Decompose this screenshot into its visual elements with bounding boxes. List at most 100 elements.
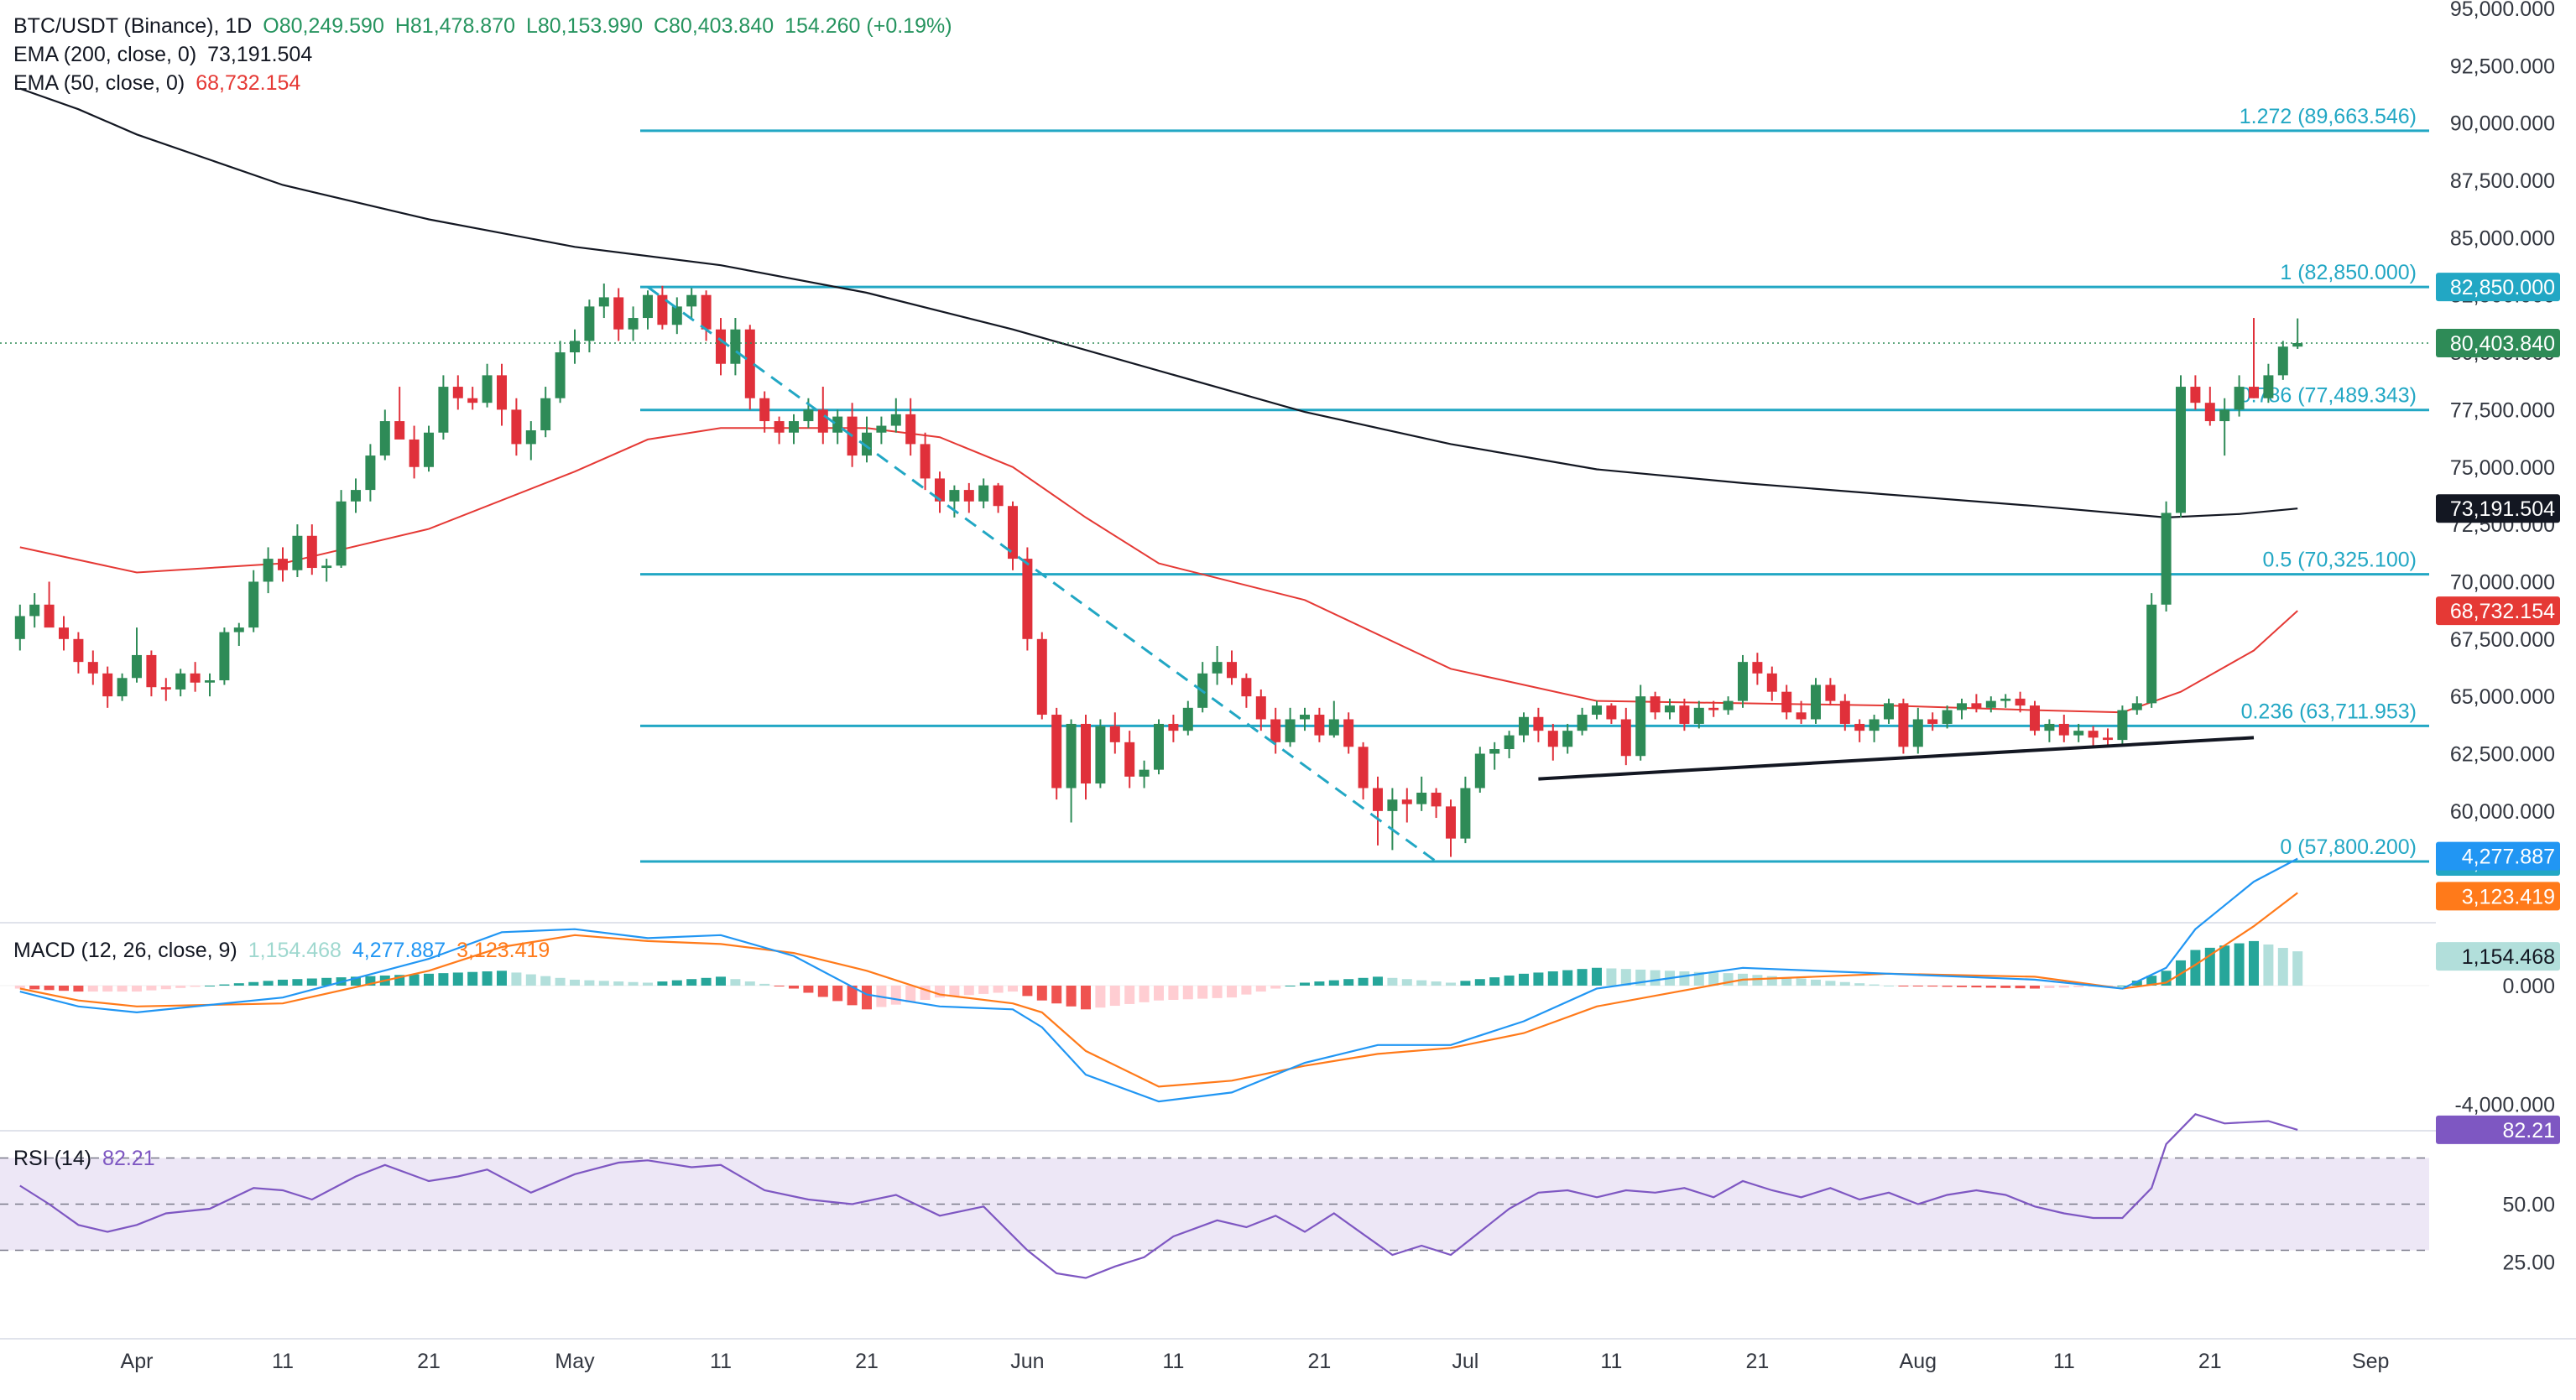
candle-up — [29, 593, 40, 628]
candle-body — [628, 318, 639, 330]
candle-body — [1051, 715, 1062, 788]
candle-up — [1416, 776, 1427, 811]
candle-up — [2073, 723, 2084, 742]
candle-body — [132, 654, 142, 679]
candle-down — [2103, 728, 2113, 745]
macd-histogram-bar — [1095, 986, 1106, 1008]
drawings — [0, 285, 2429, 863]
time-tick-label: 21 — [417, 1350, 441, 1373]
candle-body — [963, 490, 974, 502]
candle-body — [1139, 769, 1150, 777]
candle-up — [1387, 788, 1398, 851]
candle-body — [1095, 726, 1106, 784]
candle-body — [890, 414, 901, 426]
candle-body — [1182, 707, 1193, 731]
candle-down — [1124, 731, 1135, 788]
candle-up — [117, 673, 128, 701]
candle-up — [424, 425, 434, 472]
candle-down — [497, 363, 507, 426]
macd-histogram-bar — [2131, 981, 2142, 986]
macd-histogram-bar — [2249, 940, 2259, 986]
macd-histogram-bar — [1504, 975, 1515, 986]
rsi-line — [19, 1113, 2298, 1279]
candle-up — [2117, 705, 2128, 745]
macd-histogram-bar — [1022, 986, 1033, 997]
macd-histogram-bar — [832, 986, 843, 1002]
macd-histogram-bar — [146, 986, 157, 991]
macd-histogram-bar — [1401, 979, 1412, 986]
candle-body — [876, 425, 887, 433]
candle-down — [1708, 700, 1719, 717]
candle-body — [1431, 792, 1442, 807]
candle-body — [525, 430, 536, 445]
candle-up — [555, 341, 566, 403]
candle-down — [1373, 776, 1383, 846]
candle-body — [613, 297, 624, 330]
time-tick-label: 11 — [2053, 1350, 2075, 1373]
macd-histogram-bar — [321, 977, 332, 986]
macd-histogram-bar — [59, 986, 69, 991]
macd-histogram-bar — [1431, 981, 1442, 986]
candle-body — [1752, 662, 1763, 674]
macd-histogram-bar — [1650, 970, 1661, 986]
ema200-line — [19, 87, 2298, 519]
candle-body — [1971, 703, 1982, 708]
candle-body — [920, 444, 931, 479]
candle-down — [1314, 707, 1325, 742]
macd-tick-label: 0.000 — [2502, 975, 2555, 998]
candle-body — [789, 421, 799, 433]
candle-up — [219, 627, 230, 685]
macd-histogram-bar — [657, 981, 668, 986]
time-axis: Apr 11 21 May 11 21 Jun 11 21 Jul 11 21 Aug 11 21 Sep — [0, 1338, 2576, 1373]
candle-body — [935, 478, 945, 502]
macd-histogram-bar — [44, 986, 55, 991]
candle-up — [1665, 698, 1675, 720]
price-tick-label: 90,000.000 — [2450, 112, 2555, 136]
ema50-value: 68,732.154 — [196, 71, 301, 95]
macd-histogram-bar — [978, 986, 989, 994]
symbol-legend: BTC/USDT (Binance), 1D O80,249.590 H81,4… — [13, 12, 957, 40]
price-tick-label: 70,000.000 — [2450, 570, 2555, 594]
symbol-title[interactable]: BTC/USDT (Binance), 1D — [13, 14, 253, 38]
macd-histogram-bar — [467, 971, 478, 986]
macd-histogram-bar — [73, 986, 84, 992]
macd-histogram-bar — [1547, 971, 1558, 986]
candle-body — [1811, 684, 1821, 720]
candle-down — [1081, 715, 1091, 800]
candle-down — [1008, 501, 1018, 570]
rsi-legend[interactable]: RSI (14) 82.21 — [13, 1144, 160, 1173]
candle-body — [394, 421, 405, 440]
candle-body — [1328, 719, 1339, 736]
ema200-legend[interactable]: EMA (200, close, 0) 73,191.504 — [13, 40, 317, 69]
macd-signal-line — [19, 892, 2298, 1088]
macd-histogram-bar — [2292, 951, 2303, 986]
macd-histogram-bar — [555, 977, 566, 986]
candle-up — [1328, 700, 1339, 738]
candle-down — [1650, 691, 1661, 720]
candle-body — [117, 678, 128, 697]
candle-up — [438, 375, 449, 440]
candle-body — [219, 632, 230, 681]
macd-histogram-bar — [2030, 986, 2040, 989]
candle-down — [1401, 788, 1412, 823]
macd-legend[interactable]: MACD (12, 26, close, 9) 1,154.468 4,277.… — [13, 936, 555, 965]
macd-histogram-bar — [2058, 986, 2069, 988]
macd-histogram-bar — [628, 981, 639, 986]
candle-up — [1985, 696, 1996, 713]
candle-body — [87, 662, 98, 674]
candle-down — [1255, 689, 1266, 731]
candle-body — [2073, 731, 2084, 736]
macd-histogram-bar — [233, 983, 244, 986]
ema-lines — [19, 87, 2298, 714]
macd-histogram-bar — [1620, 969, 1631, 986]
macd-histogram-bar — [117, 986, 128, 992]
candle-up — [1300, 707, 1310, 731]
candle-body — [1693, 707, 1704, 724]
candle-body — [1796, 712, 1807, 720]
candle-down — [409, 425, 420, 479]
ema50-legend[interactable]: EMA (50, close, 0) 68,732.154 — [13, 69, 305, 97]
macd-histogram-bar — [759, 983, 770, 986]
candle-body — [482, 375, 493, 403]
macd-histogram-bar — [263, 981, 274, 986]
